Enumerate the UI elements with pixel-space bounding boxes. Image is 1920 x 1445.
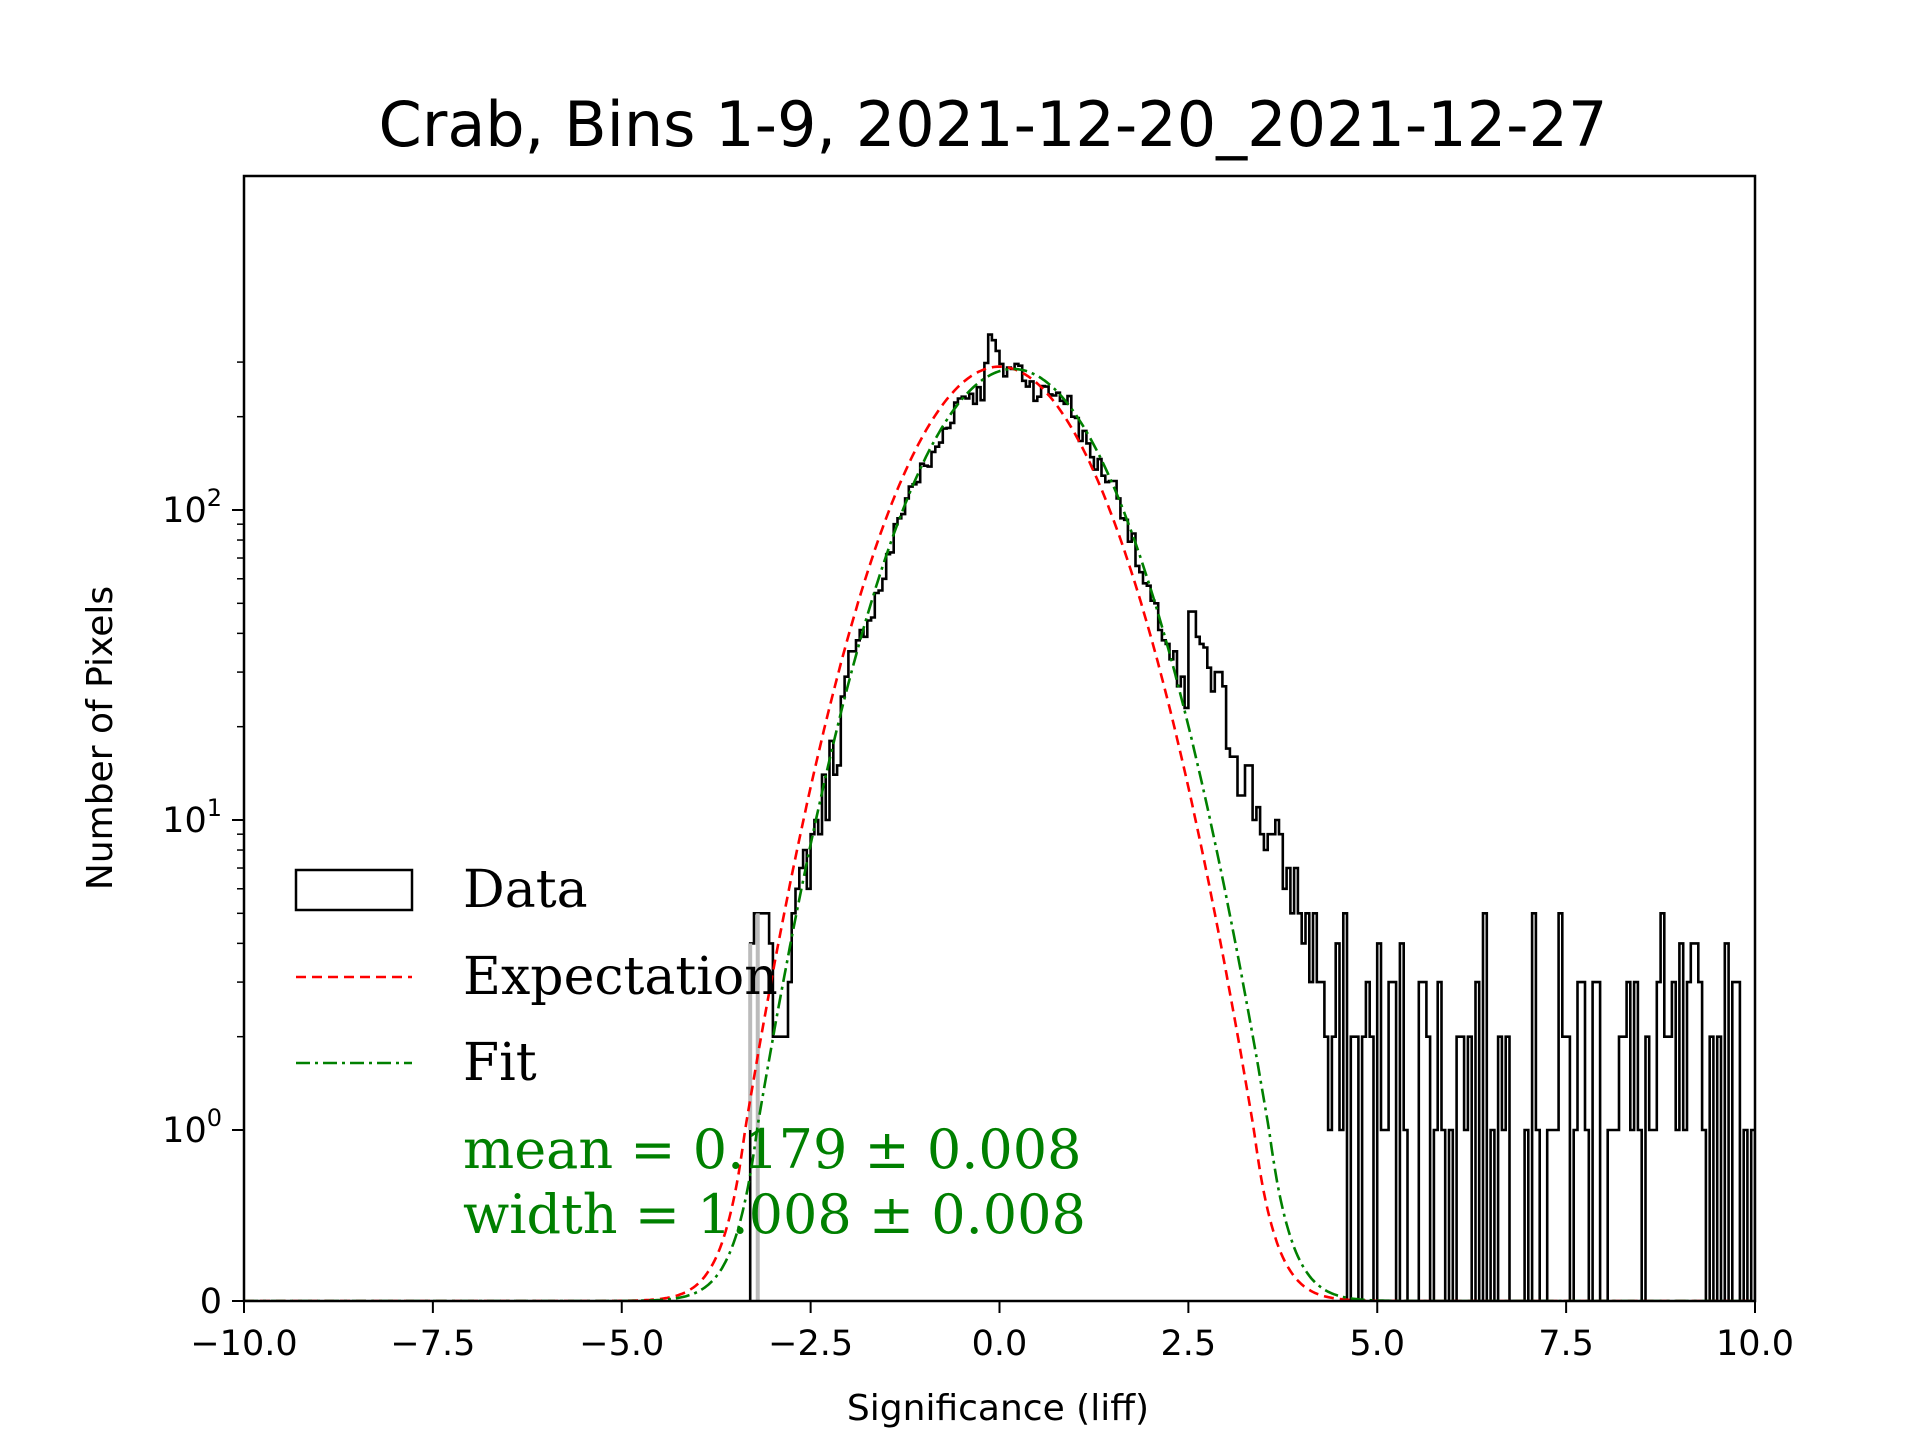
y-tick-exponent: 1 bbox=[207, 794, 222, 822]
fit-curve bbox=[244, 367, 1755, 1301]
x-tick-label: 2.5 bbox=[1161, 1324, 1217, 1364]
data-low-count-bins bbox=[748, 913, 760, 1301]
x-tick-label: 10.0 bbox=[1716, 1324, 1794, 1364]
legend-swatch-data bbox=[294, 868, 414, 912]
y-tick-base: 10 bbox=[162, 491, 207, 531]
x-axis: −10.0 −7.5 −5.0 −2.5 0.0 2.5 5.0 7.5 10.0 bbox=[190, 1301, 1794, 1364]
data-histogram bbox=[748, 333, 1755, 1301]
legend-label-expectation: Expectation bbox=[463, 947, 778, 1007]
y-tick-label: 0 bbox=[200, 1282, 222, 1322]
chart-title: Crab, Bins 1-9, 2021-12-20_2021-12-27 bbox=[379, 88, 1608, 161]
x-tick-label: −10.0 bbox=[190, 1324, 297, 1364]
y-tick-exponent: 2 bbox=[207, 484, 222, 512]
annotation-width: width = 1.008 ± 0.008 bbox=[463, 1183, 1086, 1246]
legend-label-data: Data bbox=[463, 860, 588, 920]
x-tick-label: 5.0 bbox=[1349, 1324, 1405, 1364]
x-tick-label: −2.5 bbox=[768, 1324, 853, 1364]
legend: Data Expectation Fit bbox=[294, 860, 778, 1093]
x-tick-label: 7.5 bbox=[1538, 1324, 1594, 1364]
x-tick-label: −7.5 bbox=[390, 1324, 475, 1364]
x-tick-label: −5.0 bbox=[579, 1324, 664, 1364]
expectation-curve bbox=[244, 365, 1755, 1301]
y-tick-base: 10 bbox=[162, 1111, 207, 1151]
y-tick-exponent: 0 bbox=[207, 1104, 222, 1132]
legend-label-fit: Fit bbox=[463, 1033, 537, 1093]
y-axis-label: Number of Pixels bbox=[80, 586, 121, 890]
y-tick-label: 101 bbox=[162, 794, 222, 841]
y-tick-label: 102 bbox=[162, 484, 222, 531]
y-tick-label: 100 bbox=[162, 1104, 222, 1151]
plot-clip-group bbox=[244, 333, 1755, 1301]
y-tick-base: 10 bbox=[162, 801, 207, 841]
annotation-mean: mean = 0.179 ± 0.008 bbox=[463, 1118, 1081, 1181]
plot-area bbox=[244, 333, 1755, 1301]
x-axis-label: Significance (liff) bbox=[847, 1388, 1149, 1429]
x-tick-label: 0.0 bbox=[972, 1324, 1028, 1364]
